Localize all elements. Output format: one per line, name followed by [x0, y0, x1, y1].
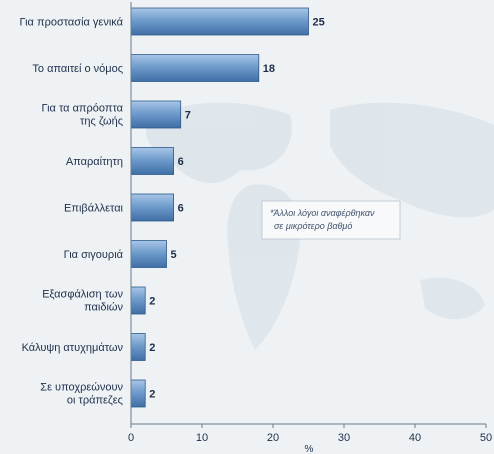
data-label: 5	[171, 249, 177, 261]
annotation-frame	[261, 200, 401, 240]
data-label: 25	[313, 17, 325, 29]
x-tick-label: 10	[196, 432, 208, 444]
data-label: 2	[149, 389, 155, 401]
data-label: 7	[185, 110, 191, 122]
annotation-text: σε μικρότερο βαθμό	[274, 221, 352, 231]
category-label: Επιβάλλεται	[64, 203, 124, 215]
category-label: Σε υποχρεώνουν οι τράπεζες	[40, 382, 123, 407]
data-label: 2	[149, 342, 155, 354]
data-label: 2	[149, 296, 155, 308]
category-label: Για προστασία γενικά	[20, 17, 124, 29]
category-label: Για σιγουριά	[64, 249, 124, 261]
x-axis: 0 10 20 30 40 50%	[128, 2, 492, 454]
bar	[130, 54, 260, 82]
x-axis-label: %	[305, 444, 314, 454]
data-label: 6	[178, 203, 184, 215]
x-tick-label: 0	[128, 432, 134, 444]
x-tick-label: 20	[267, 432, 279, 444]
data-label: 18	[263, 63, 275, 75]
x-tick-label: 30	[338, 432, 350, 444]
data-label: 6	[178, 156, 184, 168]
category-label: Για τα απρόοπτα της ζωής	[42, 103, 124, 128]
bar	[130, 379, 146, 408]
category-label: Απαραίτητη	[66, 156, 123, 168]
bars	[130, 7, 309, 408]
bar	[130, 193, 174, 222]
category-label: Κάλυψη ατυχημάτων	[22, 342, 124, 354]
bar	[130, 240, 167, 268]
category-label: Το απαιτεί ο νόμος	[32, 63, 123, 75]
x-tick-label: 50	[480, 432, 492, 444]
bar	[130, 147, 174, 175]
x-tick-label: 40	[409, 432, 421, 444]
bar	[130, 286, 146, 315]
bar	[130, 100, 182, 129]
annotation-text: *Άλλοι λόγοι αναφέρθηκαν	[270, 208, 375, 218]
annotation-box: *Άλλοι λόγοι αναφέρθηκαν σε μικρότερο βαθ…	[261, 200, 401, 240]
bar	[130, 333, 146, 361]
category-label: Εξασφάλιση των παιδιών	[42, 289, 123, 314]
bar	[130, 7, 309, 36]
data-labels: 25 18 7 6 6 5 2 2 2	[149, 17, 325, 401]
category-labels: Για προστασία γενικά Το απαιτεί ο νόμος Γι…	[20, 17, 124, 407]
